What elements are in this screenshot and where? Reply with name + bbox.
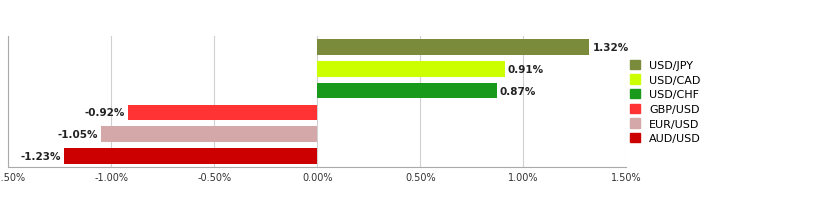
Bar [318,40,589,55]
Text: 0.87%: 0.87% [500,86,536,96]
Bar [318,62,505,77]
Bar [101,127,318,142]
Text: -0.92%: -0.92% [84,108,125,118]
Text: Benchmark Currency Rates - Daily Gainers & Losers: Benchmark Currency Rates - Daily Gainers… [224,12,612,25]
Text: 1.32%: 1.32% [593,43,629,53]
Bar [128,105,318,121]
Legend: USD/JPY, USD/CAD, USD/CHF, GBP/USD, EUR/USD, AUD/USD: USD/JPY, USD/CAD, USD/CHF, GBP/USD, EUR/… [630,60,701,144]
Bar [318,83,497,99]
Text: -1.23%: -1.23% [20,151,61,161]
Bar [64,149,318,164]
Text: 0.91%: 0.91% [508,64,544,74]
Text: -1.05%: -1.05% [58,130,98,140]
